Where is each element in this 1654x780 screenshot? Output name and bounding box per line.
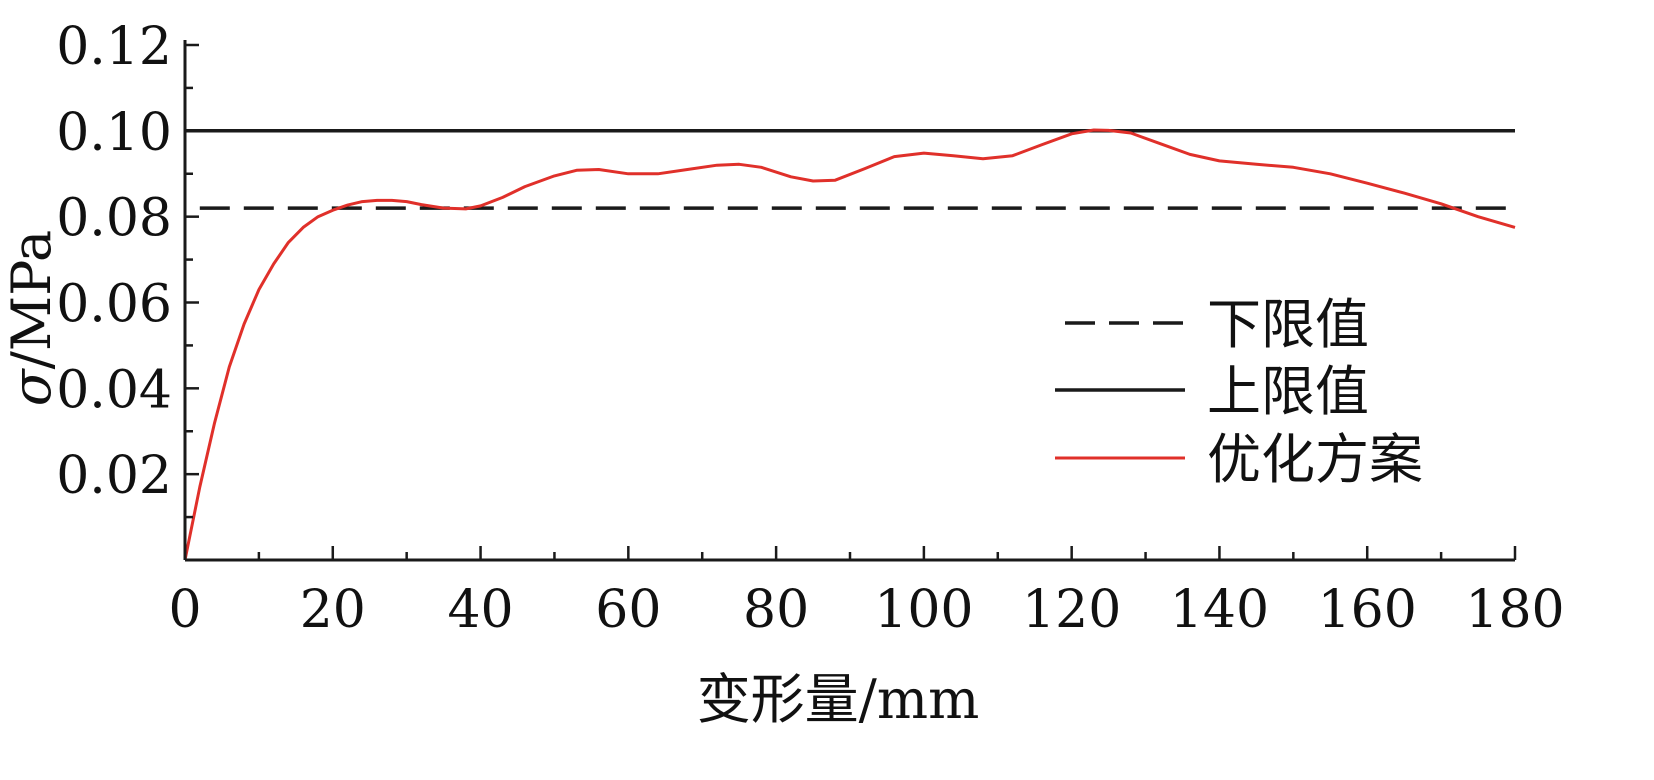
x-tick-label: 20 xyxy=(300,580,366,640)
x-tick-label: 80 xyxy=(743,580,809,640)
y-tick-label: 0.06 xyxy=(56,275,172,335)
x-tick-labels: 0 20 40 60 80 100 120 140 160 180 xyxy=(168,580,1564,640)
x-tick-label: 40 xyxy=(447,580,513,640)
x-tick-label: 160 xyxy=(1318,580,1417,640)
x-tick-label: 140 xyxy=(1170,580,1269,640)
x-tick-label: 60 xyxy=(595,580,661,640)
y-tick-label: 0.08 xyxy=(56,189,172,249)
y-tick-label: 0.04 xyxy=(56,360,172,420)
y-axis-title: σ/MPa xyxy=(0,230,63,406)
series-line-2 xyxy=(183,128,1516,561)
x-tick-label: 120 xyxy=(1022,580,1121,640)
legend-label-0: 下限值 xyxy=(1207,293,1369,356)
y-tick-label: 0.12 xyxy=(56,17,172,77)
axes xyxy=(183,40,1517,562)
legend-label-1: 上限值 xyxy=(1207,360,1369,423)
y-tick-labels: 0.02 0.04 0.06 0.08 0.10 0.12 xyxy=(56,17,172,506)
y-tick-label: 0.10 xyxy=(56,103,172,163)
legend-label-2: 优化方案 xyxy=(1207,428,1423,491)
y-axis-unit: /MPa xyxy=(0,230,63,370)
y-axis-symbol: σ xyxy=(0,367,63,406)
x-tick-label: 0 xyxy=(168,580,201,640)
x-tick-label: 100 xyxy=(874,580,973,640)
plot-area xyxy=(183,128,1516,561)
y-tick-label: 0.02 xyxy=(56,446,172,506)
x-tick-label: 180 xyxy=(1465,580,1564,640)
x-axis-title: 变形量/mm xyxy=(697,668,980,731)
